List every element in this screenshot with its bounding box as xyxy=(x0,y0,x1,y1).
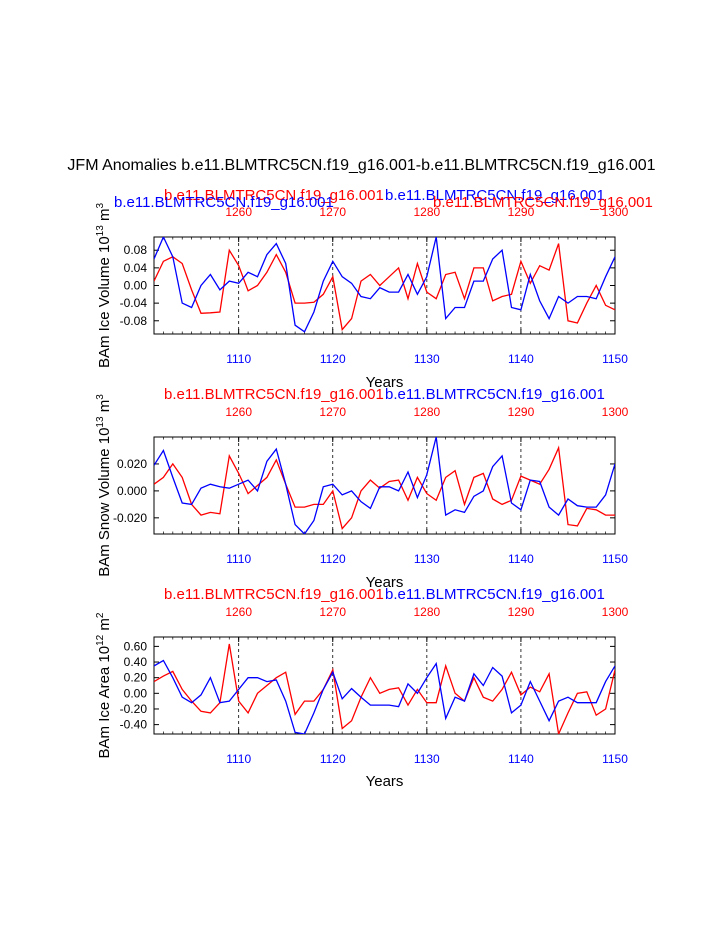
x-tick-label: 1150 xyxy=(602,352,628,366)
legend-label-red: b.e11.BLMTRC5CN.f19_g16.001 xyxy=(433,194,653,211)
top-tick-label: 1290 xyxy=(508,405,535,419)
y-tick-label: 0.40 xyxy=(124,655,148,669)
x-tick-label: 1130 xyxy=(414,352,440,366)
series-line-red xyxy=(154,643,615,734)
panel-1: b.e11.BLMTRC5CN.f19_g16.001 b.e11.BLMTRC5… xyxy=(95,187,653,391)
top-tick-label: 1260 xyxy=(225,205,252,219)
y-tick-label: -0.20 xyxy=(120,702,148,716)
y-tick-label: 0.00 xyxy=(124,279,148,293)
y-axis-label: BAm Snow Volume 1013 m3 xyxy=(95,394,113,577)
y-tick-label: -0.020 xyxy=(113,511,147,525)
y-tick-label: -0.08 xyxy=(120,314,148,328)
top-tick-label: 1300 xyxy=(602,405,629,419)
series-line-blue xyxy=(154,659,615,734)
x-tick-label: 1120 xyxy=(320,552,346,566)
x-tick-label: 1140 xyxy=(508,752,534,766)
legend-label-red: b.e11.BLMTRC5CN.f19_g16.001 xyxy=(164,586,384,603)
x-tick-label: 1120 xyxy=(320,352,346,366)
top-tick-label: 1280 xyxy=(413,205,440,219)
x-tick-label: 1130 xyxy=(414,752,440,766)
plot-frame xyxy=(153,236,616,335)
x-tick-label: 1150 xyxy=(602,752,628,766)
figure-title: JFM Anomalies b.e11.BLMTRC5CN.f19_g16.00… xyxy=(67,157,655,174)
series-line-blue xyxy=(154,437,615,534)
x-tick-label: 1120 xyxy=(320,752,346,766)
legend-label-red: b.e11.BLMTRC5CN.f19_g16.001 xyxy=(164,187,384,204)
top-tick-label: 1280 xyxy=(413,405,440,419)
top-tick-label: 1270 xyxy=(319,405,346,419)
top-tick-label: 1260 xyxy=(225,605,252,619)
panel-2: b.e11.BLMTRC5CN.f19_g16.001 b.e11.BLMTRC5… xyxy=(95,386,629,591)
top-tick-label: 1290 xyxy=(508,205,535,219)
panel-3: b.e11.BLMTRC5CN.f19_g16.001 b.e11.BLMTRC5… xyxy=(95,586,629,790)
top-tick-label: 1300 xyxy=(602,205,629,219)
x-axis-label: Years xyxy=(366,374,404,391)
plot-frame xyxy=(153,636,616,735)
y-tick-label: 0.04 xyxy=(124,261,148,275)
y-tick-label: -0.04 xyxy=(120,296,148,310)
legend-label-red: b.e11.BLMTRC5CN.f19_g16.001 xyxy=(164,386,384,403)
legend-label-blue: b.e11.BLMTRC5CN.f19_g16.001 xyxy=(114,194,334,211)
series-line-blue xyxy=(154,237,615,333)
y-axis-label: BAm Ice Area 1012 m2 xyxy=(95,612,113,758)
plot-frame xyxy=(153,436,616,535)
series-line-red xyxy=(154,445,615,530)
top-tick-label: 1300 xyxy=(602,605,629,619)
top-tick-label: 1270 xyxy=(319,205,346,219)
y-tick-label: 0.20 xyxy=(124,671,148,685)
legend-label-blue: b.e11.BLMTRC5CN.f19_g16.001 xyxy=(385,386,605,403)
x-tick-label: 1150 xyxy=(602,552,628,566)
y-tick-label: 0.020 xyxy=(117,457,147,471)
y-tick-label: 0.00 xyxy=(124,686,148,700)
x-tick-label: 1110 xyxy=(226,352,251,366)
x-axis-label: Years xyxy=(366,773,404,790)
x-tick-label: 1140 xyxy=(508,552,534,566)
top-tick-label: 1270 xyxy=(319,605,346,619)
y-tick-label: 0.000 xyxy=(117,484,147,498)
legend-label-blue: b.e11.BLMTRC5CN.f19_g16.001 xyxy=(385,187,605,204)
y-tick-label: 0.60 xyxy=(124,639,148,653)
top-tick-label: 1290 xyxy=(508,605,535,619)
x-axis-label: Years xyxy=(366,574,404,591)
x-tick-label: 1110 xyxy=(226,752,251,766)
top-tick-label: 1280 xyxy=(413,605,440,619)
legend-label-blue: b.e11.BLMTRC5CN.f19_g16.001 xyxy=(385,586,605,603)
series-line-red xyxy=(154,243,615,332)
y-tick-label: 0.08 xyxy=(124,243,148,257)
top-tick-label: 1260 xyxy=(225,405,252,419)
x-tick-label: 1130 xyxy=(414,552,440,566)
y-axis-label: BAm Ice Volume 1013 m3 xyxy=(95,203,113,369)
x-tick-label: 1110 xyxy=(226,552,251,566)
x-tick-label: 1140 xyxy=(508,352,534,366)
y-tick-label: -0.40 xyxy=(120,718,148,732)
